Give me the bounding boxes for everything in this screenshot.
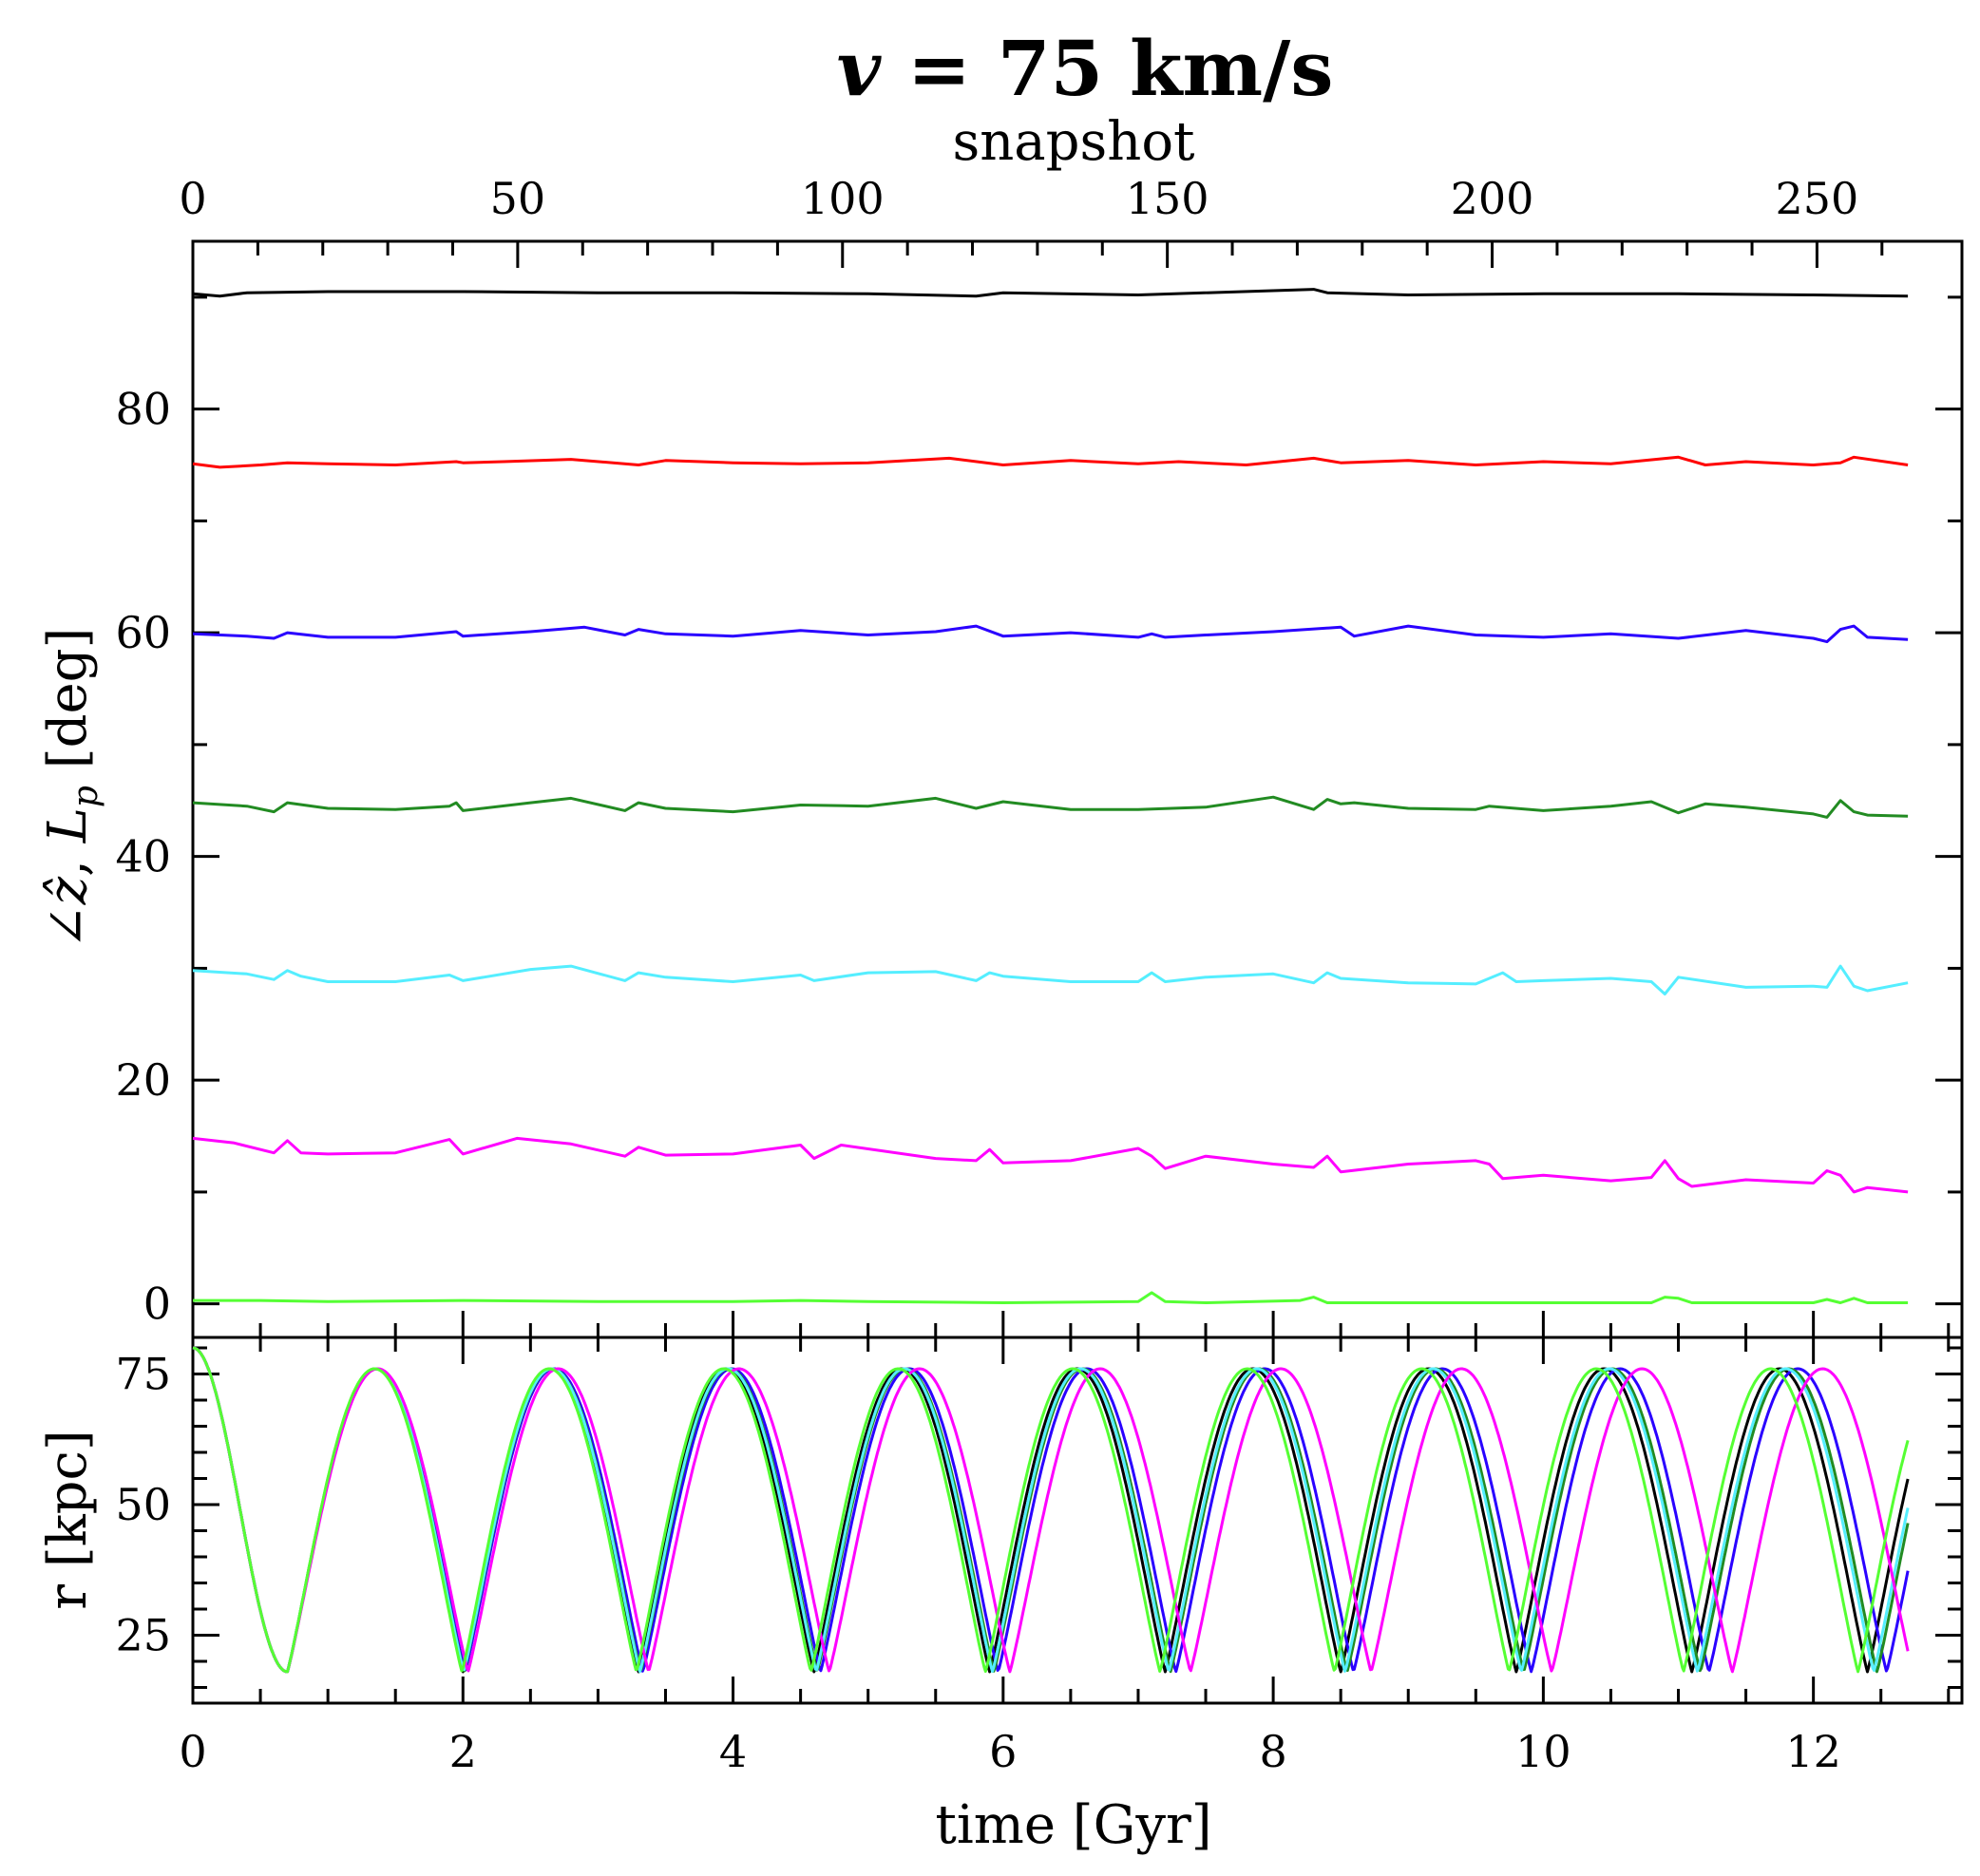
top-series-line-0 xyxy=(192,288,1909,298)
bottom-panel: 0 2 4 6 8 10 12 25 50 75 xyxy=(115,1336,1964,1778)
top-panel-y-tick-label: 20 xyxy=(115,1054,171,1106)
bottom-panel-series xyxy=(192,1346,1910,1674)
x-tick-label: 8 xyxy=(1259,1726,1286,1777)
top-panel-y-tick-label: 60 xyxy=(115,607,171,658)
ylabel-zhat: ẑ xyxy=(37,876,99,905)
bottom-panel-y-tick-label: 75 xyxy=(115,1349,171,1400)
x-tick-label: 0 xyxy=(179,1726,206,1777)
x-tick-label: 10 xyxy=(1515,1726,1571,1777)
ylabel-L: L xyxy=(37,807,99,843)
ylabel-comma: , xyxy=(37,843,99,877)
top-panel-y-tick-label: 40 xyxy=(115,831,171,882)
bottom-panel-y-tick-label: 50 xyxy=(115,1479,171,1530)
x-tick-label: 12 xyxy=(1785,1726,1841,1777)
bottom-series-line-4 xyxy=(192,1346,1910,1674)
top-panel-frame xyxy=(191,239,1964,1339)
top-panel-y-axis-label: ∠ẑ, Lp [deg] xyxy=(37,628,105,950)
top-series-line-5 xyxy=(192,1136,1909,1194)
x-tick-label: 4 xyxy=(719,1726,747,1777)
bottom-panel-y-tick-label: 25 xyxy=(115,1610,171,1661)
snapshot-tick-label: 100 xyxy=(801,173,885,224)
title-velocity-value: = 75 km/s xyxy=(881,24,1333,113)
top-panel-tick-labels: 0 50 100 150 200 250 0 20 40 60 80 xyxy=(115,173,1858,1330)
bottom-series-line-3 xyxy=(192,1346,1910,1674)
bottom-series-line-5 xyxy=(192,1346,1910,1674)
top-series-line-2 xyxy=(192,624,1909,644)
bottom-panel-frame xyxy=(191,1336,1964,1705)
top-panel-y-tick-label: 80 xyxy=(115,384,171,435)
top-series-line-6 xyxy=(193,1291,1909,1304)
bottom-panel-y-axis-label: r [kpc] xyxy=(37,1430,99,1609)
snapshot-tick-label: 50 xyxy=(490,173,546,224)
top-series-line-4 xyxy=(192,964,1909,995)
x-axis-label: time [Gyr] xyxy=(935,1794,1211,1856)
chart-title: v = 75 km/s xyxy=(837,24,1334,113)
top-series-line-3 xyxy=(192,795,1909,819)
bottom-panel-ticks xyxy=(191,1337,1962,1703)
top-panel-ticks xyxy=(191,241,1962,1337)
snapshot-tick-label: 200 xyxy=(1451,173,1534,224)
svg-text:v = 75 km/s: v = 75 km/s xyxy=(837,24,1334,113)
snapshot-tick-label: 250 xyxy=(1776,173,1859,224)
top-panel: 0 50 100 150 200 250 0 20 40 60 80 xyxy=(115,173,1964,1339)
top-panel-series xyxy=(192,288,1909,1304)
top-series-line-1 xyxy=(192,455,1909,469)
bottom-panel-tick-labels: 0 2 4 6 8 10 12 25 50 75 xyxy=(115,1349,1840,1778)
ylabel-subscript-p: p xyxy=(67,786,105,807)
snapshot-tick-label: 150 xyxy=(1126,173,1209,224)
x-tick-label: 6 xyxy=(989,1726,1017,1777)
ylabel-unit: [deg] xyxy=(37,628,99,786)
top-panel-y-tick-label: 0 xyxy=(143,1279,171,1330)
title-velocity-symbol: v xyxy=(837,24,883,113)
ylabel-angle-symbol: ∠ xyxy=(37,904,99,949)
top-axis-label-snapshot: snapshot xyxy=(952,111,1195,173)
x-tick-label: 2 xyxy=(449,1726,477,1777)
snapshot-tick-label: 0 xyxy=(179,173,206,224)
